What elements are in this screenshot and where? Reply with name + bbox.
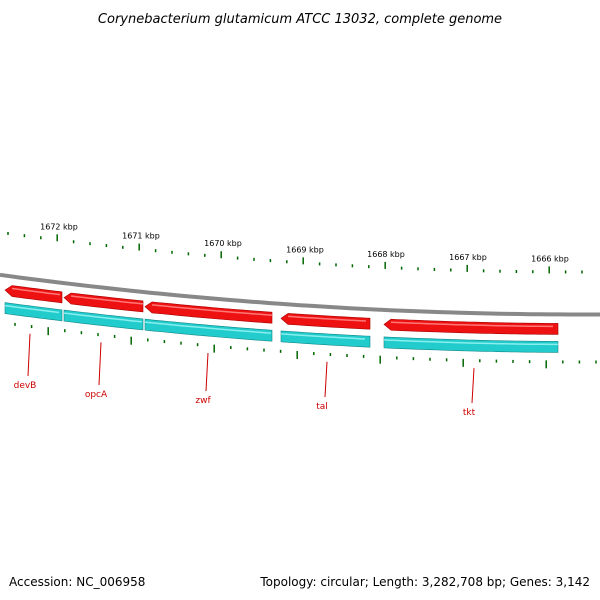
gene-arrow-highlight	[287, 315, 367, 322]
map-title: Corynebacterium glutamicum ATCC 13032, c…	[98, 12, 502, 27]
kbp-label: 1666 kbp	[531, 254, 569, 263]
gene-leader-line	[324, 361, 328, 398]
gene-leader-line	[27, 333, 31, 377]
kbp-label-group: 1672 kbp 1671 kbp 1670 kbp 1669 kbp 1668 kbp…	[40, 222, 569, 263]
gene-label-group: devB opcA zwf tal tkt	[14, 333, 476, 418]
cds-box-highlight	[63, 312, 143, 323]
gene-leader-line	[98, 342, 102, 386]
kbp-label: 1668 kbp	[367, 250, 405, 259]
topology-text: Topology: circular; Length: 3,282,708 bp…	[260, 575, 590, 589]
gene-arrow-highlight	[70, 295, 144, 305]
gene-label-devB[interactable]: devB	[14, 381, 37, 391]
gene-feature-track	[4, 285, 559, 335]
gene-label-tal[interactable]: tal	[316, 402, 328, 412]
kbp-label: 1667 kbp	[449, 253, 487, 262]
inner-tick-track	[14, 322, 597, 369]
kbp-label: 1672 kbp	[40, 222, 78, 231]
cds-box-zwf[interactable]	[144, 318, 273, 342]
kbp-label: 1670 kbp	[204, 239, 242, 248]
gene-arrow-tal[interactable]	[280, 313, 371, 330]
gene-leader-line	[471, 368, 475, 404]
cds-box-highlight	[4, 304, 60, 314]
gene-label-tkt[interactable]: tkt	[463, 408, 476, 418]
gene-arrow-zwf[interactable]	[144, 301, 273, 324]
accession-text: Accession: NC_006958	[9, 575, 146, 589]
genome-backbone	[0, 272, 600, 317]
cds-feature-track	[4, 302, 559, 353]
outer-tick-track	[7, 231, 583, 274]
gene-arrow-highlight	[151, 304, 273, 316]
gene-label-zwf[interactable]: zwf	[195, 396, 211, 406]
kbp-label: 1669 kbp	[286, 245, 324, 254]
gene-leader-line	[205, 352, 209, 392]
gene-arrow-highlight	[11, 287, 61, 296]
cds-box-highlight	[280, 333, 366, 340]
cds-box-tkt[interactable]	[383, 336, 559, 353]
gene-label-opcA[interactable]: opcA	[85, 390, 108, 400]
cds-box-highlight	[144, 321, 272, 334]
gene-arrow-highlight	[390, 321, 553, 328]
cds-box-highlight	[383, 339, 558, 346]
kbp-label: 1671 kbp	[122, 232, 160, 241]
